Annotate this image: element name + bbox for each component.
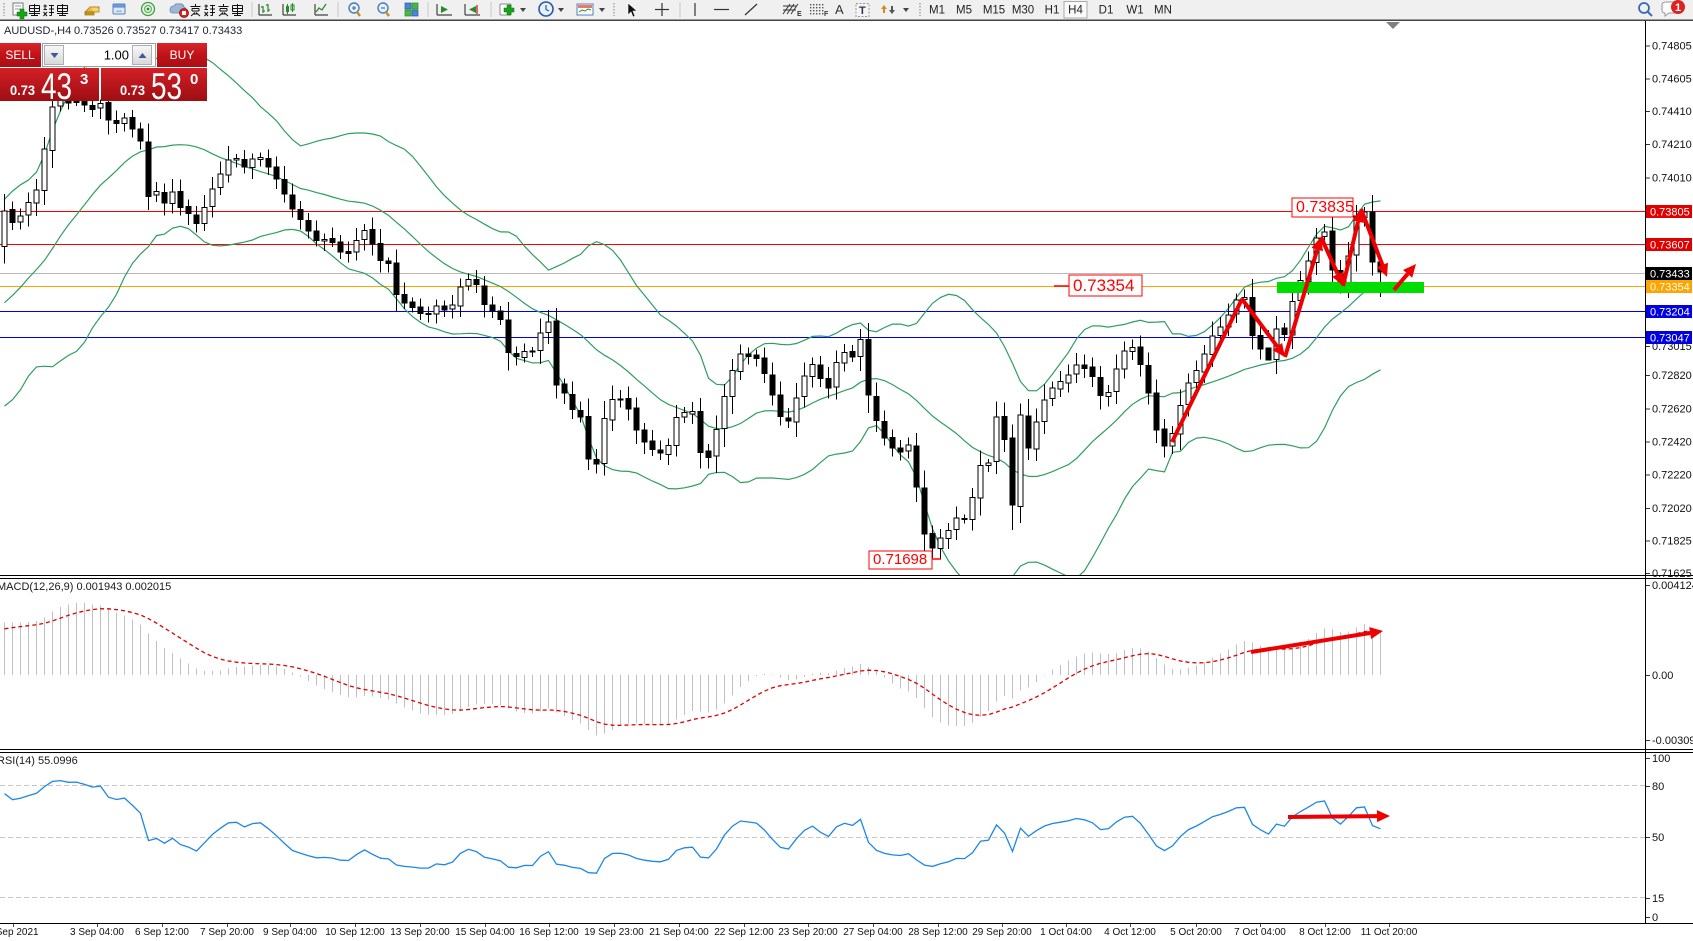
svg-text:0.73204: 0.73204 xyxy=(1650,307,1690,319)
svg-text:22 Sep 12:00: 22 Sep 12:00 xyxy=(714,927,774,938)
svg-text:0.72020: 0.72020 xyxy=(1652,503,1692,515)
svg-text:0.73354: 0.73354 xyxy=(1073,276,1134,295)
svg-text:0.74210: 0.74210 xyxy=(1652,139,1692,151)
svg-text:6 Sep 12:00: 6 Sep 12:00 xyxy=(135,927,189,938)
svg-text:50: 50 xyxy=(1652,832,1664,844)
svg-text:9 Sep 04:00: 9 Sep 04:00 xyxy=(263,927,317,938)
svg-text:0.73: 0.73 xyxy=(10,83,35,98)
svg-text:0.71625: 0.71625 xyxy=(1652,568,1692,580)
svg-text:29 Sep 20:00: 29 Sep 20:00 xyxy=(972,927,1032,938)
svg-text:-0.003097: -0.003097 xyxy=(1652,735,1693,747)
svg-text:1.00: 1.00 xyxy=(104,48,129,63)
svg-text:0: 0 xyxy=(1652,912,1658,924)
svg-text:10 Sep 12:00: 10 Sep 12:00 xyxy=(325,927,385,938)
svg-text:23 Sep 20:00: 23 Sep 20:00 xyxy=(778,927,838,938)
svg-text:0.73047: 0.73047 xyxy=(1650,333,1690,345)
svg-text:28 Sep 12:00: 28 Sep 12:00 xyxy=(908,927,968,938)
svg-text:27 Sep 04:00: 27 Sep 04:00 xyxy=(843,927,903,938)
svg-text:MACD(12,26,9) 0.001943 0.00201: MACD(12,26,9) 0.001943 0.002015 xyxy=(0,581,171,593)
svg-text:0.73835: 0.73835 xyxy=(1296,199,1354,216)
svg-text:0.72420: 0.72420 xyxy=(1652,437,1692,449)
svg-text:21 Sep 04:00: 21 Sep 04:00 xyxy=(649,927,709,938)
svg-text:BUY: BUY xyxy=(170,48,195,62)
svg-text:M5: M5 xyxy=(956,5,972,17)
svg-text:5 Oct 20:00: 5 Oct 20:00 xyxy=(1170,927,1222,938)
svg-text:43: 43 xyxy=(41,66,72,107)
svg-text:M1: M1 xyxy=(929,5,945,17)
svg-text:M15: M15 xyxy=(983,5,1005,17)
svg-text:0.73354: 0.73354 xyxy=(1650,282,1690,294)
svg-text:19 Sep 23:00: 19 Sep 23:00 xyxy=(584,927,644,938)
svg-text:0.73607: 0.73607 xyxy=(1650,240,1690,252)
svg-text:0.73433: 0.73433 xyxy=(1650,269,1690,281)
svg-text:0.00: 0.00 xyxy=(1652,670,1673,682)
svg-text:0.74410: 0.74410 xyxy=(1652,106,1692,118)
svg-text:0.72820: 0.72820 xyxy=(1652,370,1692,382)
svg-text:15 Sep 04:00: 15 Sep 04:00 xyxy=(455,927,515,938)
svg-text:H1: H1 xyxy=(1045,5,1060,17)
svg-text:7 Sep 20:00: 7 Sep 20:00 xyxy=(200,927,254,938)
svg-text:0.72220: 0.72220 xyxy=(1652,470,1692,482)
svg-text:F: F xyxy=(824,11,829,18)
svg-text:1 Sep 2021: 1 Sep 2021 xyxy=(0,927,39,938)
svg-text:0.73805: 0.73805 xyxy=(1650,207,1690,219)
svg-text:53: 53 xyxy=(151,66,182,107)
svg-text:100: 100 xyxy=(1652,753,1670,765)
svg-text:3: 3 xyxy=(80,71,88,88)
svg-text:0.74605: 0.74605 xyxy=(1652,74,1692,86)
svg-text:0.71825: 0.71825 xyxy=(1652,535,1692,547)
svg-text:11 Oct 20:00: 11 Oct 20:00 xyxy=(1361,927,1418,938)
svg-text:D1: D1 xyxy=(1099,5,1114,17)
svg-text:3 Sep 04:00: 3 Sep 04:00 xyxy=(70,927,124,938)
svg-text:0.74010: 0.74010 xyxy=(1652,172,1692,184)
svg-text:15: 15 xyxy=(1652,893,1664,905)
svg-text:0.72620: 0.72620 xyxy=(1652,403,1692,415)
svg-text:13 Sep 20:00: 13 Sep 20:00 xyxy=(390,927,450,938)
svg-text:A: A xyxy=(835,2,844,17)
svg-text:RSI(14) 55.0996: RSI(14) 55.0996 xyxy=(0,755,78,767)
svg-text:16 Sep 12:00: 16 Sep 12:00 xyxy=(519,927,579,938)
svg-text:SELL: SELL xyxy=(5,48,35,62)
svg-text:MN: MN xyxy=(1154,5,1172,17)
svg-text:0: 0 xyxy=(190,71,198,88)
svg-text:8 Oct 12:00: 8 Oct 12:00 xyxy=(1299,927,1351,938)
svg-text:1 Oct 04:00: 1 Oct 04:00 xyxy=(1040,927,1092,938)
svg-text:0.74805: 0.74805 xyxy=(1652,40,1692,52)
svg-text:AUDUSD-,H4: AUDUSD-,H4 xyxy=(4,25,71,37)
svg-text:1: 1 xyxy=(1675,2,1681,14)
svg-text:T: T xyxy=(859,5,866,17)
svg-text:0.73526 0.73527 0.73417 0.7343: 0.73526 0.73527 0.73417 0.73433 xyxy=(74,25,242,37)
svg-text:0.004124: 0.004124 xyxy=(1652,580,1693,592)
svg-text:0.73: 0.73 xyxy=(120,83,145,98)
svg-text:W1: W1 xyxy=(1126,5,1143,17)
svg-text:0.71698: 0.71698 xyxy=(873,551,927,568)
svg-text:E: E xyxy=(797,11,802,18)
svg-text:H4: H4 xyxy=(1068,5,1083,17)
svg-text:80: 80 xyxy=(1652,781,1664,793)
svg-text:M30: M30 xyxy=(1012,5,1034,17)
svg-text:4 Oct 12:00: 4 Oct 12:00 xyxy=(1104,927,1156,938)
svg-text:7 Oct 04:00: 7 Oct 04:00 xyxy=(1234,927,1286,938)
